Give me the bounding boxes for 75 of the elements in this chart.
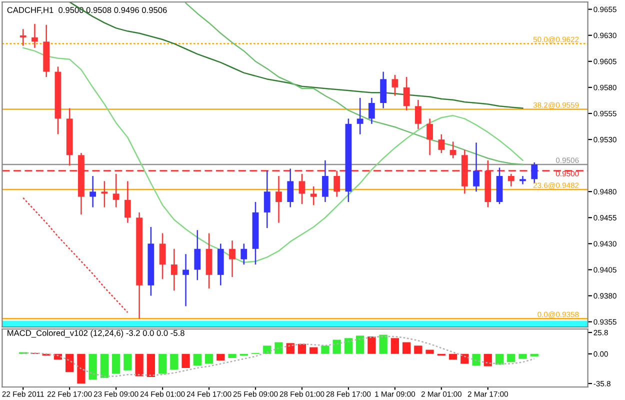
candlestick xyxy=(229,240,236,278)
candlestick xyxy=(20,28,26,46)
bar xyxy=(448,354,458,360)
bar xyxy=(356,336,364,354)
candlestick xyxy=(438,134,445,154)
bar xyxy=(310,347,318,354)
bar xyxy=(274,342,283,354)
bar xyxy=(158,354,167,374)
bar xyxy=(507,354,516,362)
candlestick xyxy=(240,243,248,266)
candlestick xyxy=(403,76,410,111)
bar xyxy=(414,346,422,354)
candlestick xyxy=(531,162,538,184)
bar xyxy=(146,354,155,378)
bar xyxy=(332,340,341,354)
bar xyxy=(112,354,120,374)
bar xyxy=(193,354,202,366)
candlestick xyxy=(380,71,387,109)
candlestick xyxy=(90,175,96,208)
bar xyxy=(66,354,74,372)
text: CADCHF,H1 0.9500 0.9508 0.9496 0.9506 xyxy=(7,7,167,14)
candlestick xyxy=(392,74,398,96)
bar xyxy=(135,354,144,376)
bar xyxy=(170,354,178,370)
candlestick xyxy=(101,180,108,208)
candlestick xyxy=(322,160,328,203)
bar xyxy=(472,354,480,366)
candlestick xyxy=(450,140,456,159)
bar xyxy=(460,354,469,364)
bar xyxy=(77,354,86,384)
bar xyxy=(182,354,190,368)
candlestick xyxy=(414,99,422,130)
bar xyxy=(216,354,225,360)
bar xyxy=(100,354,109,378)
bar xyxy=(228,354,236,358)
candlestick xyxy=(310,186,317,206)
bar xyxy=(298,344,306,354)
candlestick xyxy=(276,175,282,224)
bar xyxy=(518,354,527,359)
bar xyxy=(390,338,399,354)
bar xyxy=(379,334,388,354)
line-series xyxy=(185,2,524,166)
bar xyxy=(426,350,434,354)
bar xyxy=(402,342,411,354)
bar xyxy=(88,354,97,380)
bar xyxy=(321,346,330,354)
candlestick xyxy=(194,230,201,281)
line-series xyxy=(22,197,128,314)
candlestick xyxy=(287,168,294,208)
bar xyxy=(344,338,353,354)
candlestick xyxy=(264,170,270,229)
candlestick xyxy=(124,180,131,224)
candlestick xyxy=(32,23,38,48)
bar xyxy=(204,354,214,364)
candlestick xyxy=(298,173,306,205)
candlestick xyxy=(356,97,364,135)
candlestick xyxy=(112,173,120,208)
bar xyxy=(495,354,504,365)
candlestick xyxy=(334,170,340,198)
bar xyxy=(124,354,132,370)
bar xyxy=(368,336,376,354)
bar xyxy=(530,354,538,356)
bar xyxy=(286,343,294,354)
candlestick xyxy=(426,118,433,156)
candlestick xyxy=(368,97,375,124)
bar xyxy=(263,346,272,354)
bar xyxy=(484,354,492,366)
candlestick xyxy=(182,253,189,307)
candlestick xyxy=(508,173,514,187)
candlestick xyxy=(520,175,526,185)
candlestick xyxy=(473,142,480,192)
line-series xyxy=(22,47,524,264)
candlestick xyxy=(170,248,178,292)
chart-title: MACD_Colored_v102 (12,24,6) -3.2 0.0 0.0 -5.8 xyxy=(8,330,184,338)
candlestick xyxy=(159,232,166,280)
